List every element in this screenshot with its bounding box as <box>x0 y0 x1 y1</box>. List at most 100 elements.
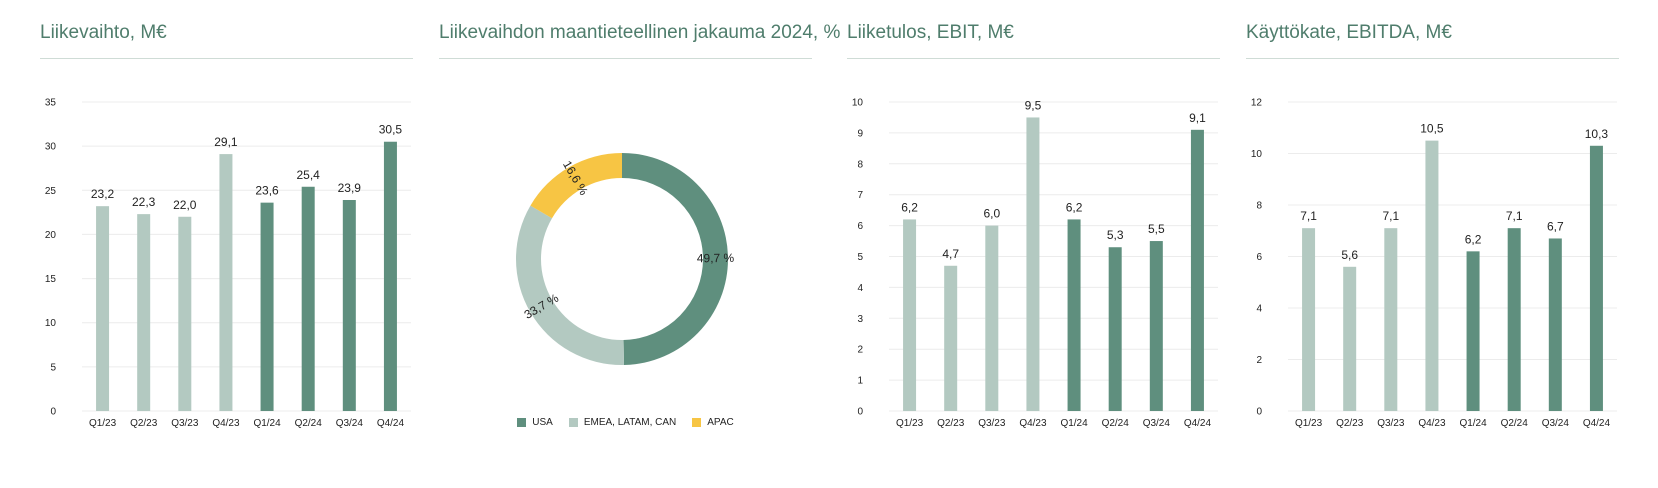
y-tick-label: 15 <box>45 274 57 285</box>
x-tick-label: Q2/24 <box>295 418 323 429</box>
x-tick-label: Q3/23 <box>978 418 1006 429</box>
y-tick-label: 25 <box>45 186 57 197</box>
data-label: 22,0 <box>173 198 197 212</box>
x-tick-label: Q1/24 <box>1459 418 1487 429</box>
bar <box>1343 266 1357 411</box>
title-divider <box>847 58 1220 59</box>
data-label: 29,1 <box>214 135 238 149</box>
y-tick-label: 0 <box>50 407 56 418</box>
bar <box>260 202 274 411</box>
legend-swatch-emea <box>568 418 578 427</box>
data-label: 5,6 <box>1341 248 1358 262</box>
chart-legend: USA EMEA, LATAM, CAN APAC <box>439 417 812 428</box>
donut-slice <box>530 153 622 219</box>
x-tick-label: Q3/24 <box>336 418 364 429</box>
bar <box>342 199 356 411</box>
bar <box>1026 117 1040 411</box>
x-tick-label: Q3/23 <box>1377 418 1405 429</box>
y-tick-label: 6 <box>1256 252 1262 263</box>
title-divider <box>1246 58 1619 59</box>
chart-title: Liikevaihto, M€ <box>40 22 167 43</box>
bar <box>1507 228 1521 411</box>
y-tick-label: 0 <box>857 407 863 418</box>
y-tick-label: 10 <box>852 98 864 109</box>
x-tick-label: Q1/24 <box>253 418 281 429</box>
data-label: 9,5 <box>1025 98 1042 112</box>
title-divider <box>40 58 413 59</box>
legend-item: USA <box>517 417 553 428</box>
data-label: 25,4 <box>297 168 321 182</box>
y-tick-label: 0 <box>1256 407 1262 418</box>
y-tick-label: 2 <box>857 345 863 356</box>
ebit-bar-chart: 0 1 2 3 4 5 6 7 8 9 10 6,2 Q1/23 4,7 Q2/23 6,0 Q3/23 9,5 Q… <box>852 98 1218 429</box>
data-label: 22,3 <box>132 195 156 209</box>
data-label: 10,3 <box>1585 127 1609 141</box>
y-tick-label: 5 <box>857 252 863 263</box>
data-label: 30,5 <box>379 123 403 137</box>
y-tick-label: 10 <box>45 318 57 329</box>
data-label: 5,5 <box>1148 222 1165 236</box>
y-tick-label: 35 <box>45 98 57 109</box>
ebitda-bar-chart: 0 2 4 6 8 10 12 7,1 Q1/23 5,6 Q2/23 7,1 Q3/23 10,5 Q4/… <box>1251 98 1617 429</box>
x-tick-label: Q2/23 <box>1336 418 1364 429</box>
legend-label: EMEA, LATAM, CAN <box>583 417 677 428</box>
x-tick-label: Q3/24 <box>1143 418 1171 429</box>
bar <box>1589 145 1603 411</box>
x-tick-label: Q4/24 <box>1184 418 1212 429</box>
legend-swatch-apac <box>692 418 702 427</box>
data-label: 23,9 <box>338 181 362 195</box>
legend-item: APAC <box>692 417 734 428</box>
bar <box>219 154 233 412</box>
x-tick-label: Q3/24 <box>1542 418 1570 429</box>
y-tick-label: 8 <box>857 159 863 170</box>
bar <box>1425 140 1439 411</box>
bar <box>1384 228 1398 411</box>
bar <box>1548 238 1562 411</box>
x-tick-label: Q4/23 <box>1418 418 1446 429</box>
ebitda-chart-panel: Käyttökate, EBITDA, M€ 0 2 4 6 8 10 12 7,1 Q1/23… <box>1246 0 1619 488</box>
y-tick-label: 10 <box>1251 149 1263 160</box>
y-tick-label: 5 <box>50 362 56 373</box>
y-tick-label: 30 <box>45 142 57 153</box>
y-tick-label: 7 <box>857 190 863 201</box>
x-tick-label: Q1/24 <box>1060 418 1088 429</box>
y-tick-label: 3 <box>857 314 863 325</box>
x-tick-label: Q4/24 <box>1583 418 1611 429</box>
y-tick-label: 6 <box>857 221 863 232</box>
data-label: 6,2 <box>901 200 918 214</box>
y-tick-label: 8 <box>1256 201 1262 212</box>
data-label: 7,1 <box>1382 209 1399 223</box>
data-label: 23,2 <box>91 187 115 201</box>
bar <box>178 216 192 411</box>
chart-title: Liikevaihdon maantieteellinen jakauma 20… <box>439 22 841 43</box>
legend-item: EMEA, LATAM, CAN <box>568 417 677 428</box>
bar <box>1108 247 1122 411</box>
data-label: 23,6 <box>255 184 279 198</box>
revenue-chart-panel: Liikevaihto, M€ 0 5 10 15 20 25 30 35 23,2 Q1/23 2… <box>40 0 413 488</box>
x-tick-label: Q3/23 <box>171 418 199 429</box>
ebit-chart-panel: Liiketulos, EBIT, M€ 0 1 2 3 4 5 6 7 8 9 10 6,2 Q1/2… <box>847 0 1220 488</box>
x-tick-label: Q4/23 <box>212 418 240 429</box>
x-tick-label: Q4/23 <box>1019 418 1047 429</box>
x-tick-label: Q1/23 <box>89 418 117 429</box>
bar <box>1067 219 1081 411</box>
x-tick-label: Q2/23 <box>937 418 965 429</box>
title-divider <box>439 58 812 59</box>
bar <box>1190 129 1204 411</box>
legend-label: USA <box>532 417 553 428</box>
data-label: 6,2 <box>1465 232 1482 246</box>
legend-label: APAC <box>707 417 734 428</box>
data-label: 5,3 <box>1107 228 1124 242</box>
x-tick-label: Q2/23 <box>130 418 158 429</box>
bar <box>1302 228 1316 411</box>
data-label: 6,7 <box>1547 219 1564 233</box>
data-label: 10,5 <box>1420 122 1444 136</box>
chart-title: Liiketulos, EBIT, M€ <box>847 22 1014 43</box>
y-tick-label: 4 <box>857 283 863 294</box>
donut-slice <box>516 205 624 365</box>
data-label: 7,1 <box>1300 209 1317 223</box>
bar <box>137 214 151 411</box>
bar <box>1149 241 1163 411</box>
revenue-bar-chart: 0 5 10 15 20 25 30 35 23,2 Q1/23 22,3 Q2/23 22,0 Q3/2… <box>45 98 411 429</box>
bar <box>301 186 315 411</box>
